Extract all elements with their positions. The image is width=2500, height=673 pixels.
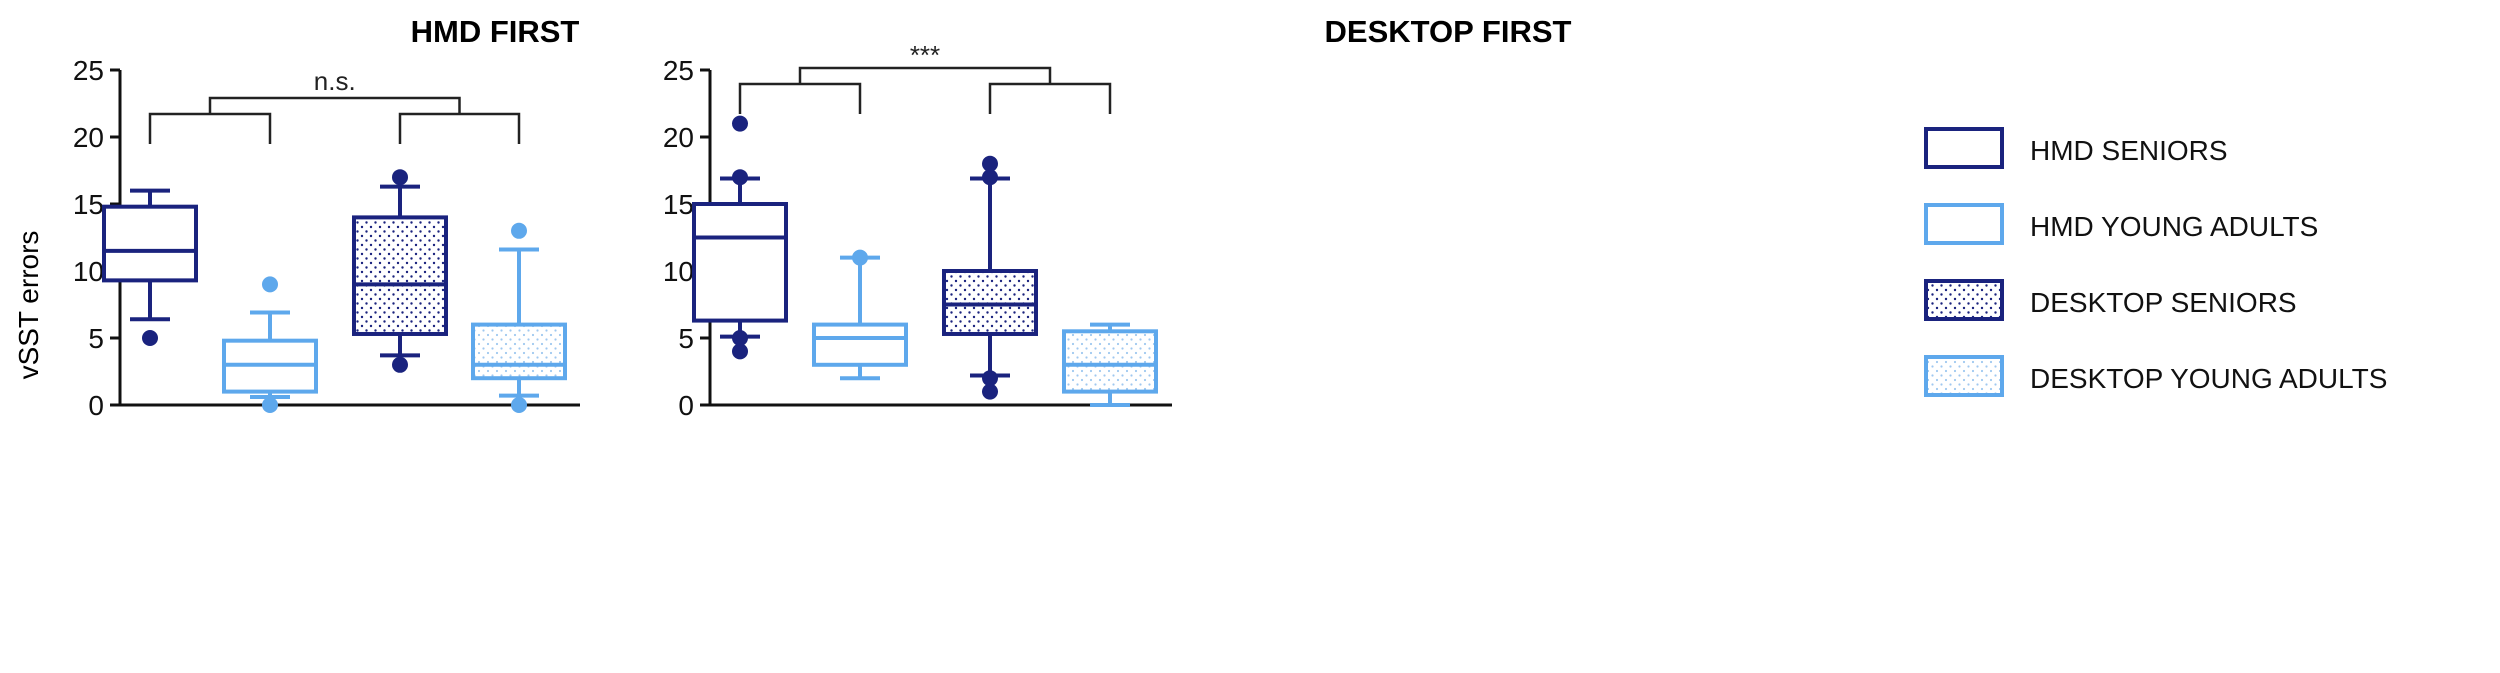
box-desktop-seniors — [352, 169, 448, 373]
y-tick-label: 0 — [678, 390, 694, 421]
outlier-point — [982, 383, 998, 400]
chart-panel-desktop-first: DESKTOP FIRST 0 5 10 15 20 25 *** — [663, 14, 1572, 421]
y-tick-label: 25 — [663, 55, 694, 86]
legend-swatch — [1924, 203, 2004, 245]
legend-swatch — [1924, 355, 2004, 397]
legend-label: HMD YOUNG ADULTS — [2030, 211, 2318, 242]
chart-title: HMD FIRST — [411, 14, 580, 49]
y-tick-label: 20 — [663, 122, 694, 153]
iqr-box — [352, 215, 448, 336]
bracket-top — [798, 66, 1052, 84]
outlier-point — [392, 356, 408, 373]
box-plots — [102, 169, 567, 413]
outlier-point — [511, 222, 527, 239]
legend-swatch — [1924, 127, 2004, 169]
box-desktop-seniors — [942, 155, 1038, 400]
outlier-point — [852, 249, 868, 266]
outlier-point — [732, 169, 748, 186]
y-tick-label: 25 — [73, 55, 104, 86]
chart-panel-hmd-first: HMD FIRST vSST errors 0 5 10 15 20 25 n.s. — [13, 14, 580, 421]
outlier-point — [142, 330, 158, 346]
legend: HMD SENIORS HMD YOUNG ADULTS DESKTOP SEN… — [1924, 127, 2387, 397]
bracket-left — [738, 82, 862, 114]
iqr-box — [471, 322, 567, 381]
significance-label: n.s. — [314, 66, 356, 96]
significance-brackets — [738, 66, 1112, 114]
box-hmd-young-adults — [222, 276, 318, 413]
axes: 0 5 10 15 20 25 — [73, 55, 580, 421]
iqr-box — [102, 204, 198, 283]
y-tick-label: 20 — [73, 122, 104, 153]
significance-brackets — [148, 96, 521, 144]
y-tick-label: 0 — [88, 390, 104, 421]
outlier-point — [392, 169, 408, 186]
legend-label: DESKTOP YOUNG ADULTS — [2030, 363, 2387, 394]
box-hmd-young-adults — [812, 249, 908, 381]
outlier-point — [732, 343, 748, 360]
iqr-box — [812, 322, 908, 367]
outlier-point — [732, 115, 748, 132]
bracket-left — [148, 112, 272, 144]
legend-item-hmd-young-adults: HMD YOUNG ADULTS — [1924, 203, 2318, 245]
iqr-box — [692, 202, 788, 323]
outlier-point — [732, 330, 748, 346]
iqr-box — [942, 269, 1038, 336]
outlier-point — [262, 397, 278, 413]
y-tick-label: 10 — [73, 256, 104, 287]
box-hmd-seniors — [102, 188, 198, 346]
y-axis-label: vSST errors — [13, 231, 44, 380]
box-desktop-young-adults — [1062, 322, 1158, 407]
y-tick-label: 5 — [678, 323, 694, 354]
legend-swatch — [1924, 279, 2004, 321]
outlier-point — [262, 276, 278, 293]
bracket-right — [398, 112, 521, 144]
legend-item-desktop-seniors: DESKTOP SENIORS — [1924, 279, 2297, 321]
legend-label: DESKTOP SENIORS — [2030, 287, 2297, 318]
outlier-point — [982, 370, 998, 387]
y-tick-label: 15 — [663, 189, 694, 220]
box-desktop-young-adults — [471, 222, 567, 413]
bracket-right — [988, 82, 1112, 114]
significance-label: *** — [910, 40, 940, 70]
outlier-point — [982, 169, 998, 186]
bracket-top — [208, 96, 461, 114]
legend-item-hmd-seniors: HMD SENIORS — [1924, 127, 2228, 169]
y-tick-label: 15 — [73, 189, 104, 220]
iqr-box — [1062, 329, 1158, 394]
box-hmd-seniors — [692, 115, 788, 360]
y-tick-label: 5 — [88, 323, 104, 354]
box-plots — [692, 115, 1158, 407]
legend-label: HMD SENIORS — [2030, 135, 2228, 166]
legend-item-desktop-young-adults: DESKTOP YOUNG ADULTS — [1924, 355, 2387, 397]
chart-title: DESKTOP FIRST — [1325, 14, 1572, 49]
y-tick-label: 10 — [663, 256, 694, 287]
outlier-point — [511, 397, 527, 413]
outlier-point — [982, 155, 998, 172]
